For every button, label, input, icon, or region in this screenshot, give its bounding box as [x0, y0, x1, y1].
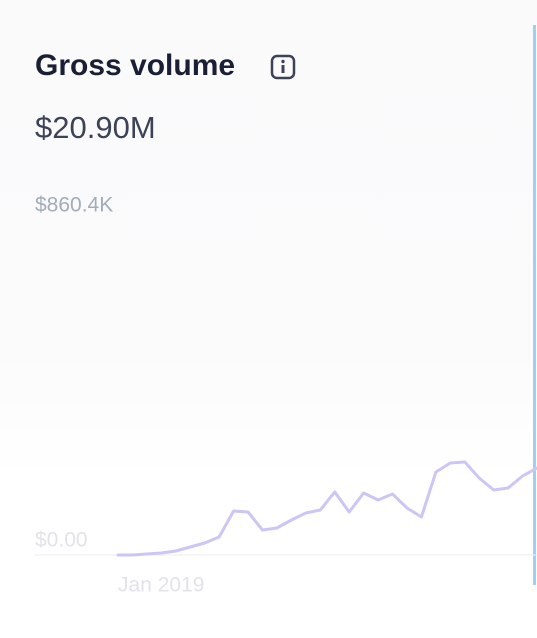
- y-tick-label: $0.00: [35, 529, 88, 552]
- cursor-edge: [533, 25, 536, 585]
- x-tick-label: Jan 2019: [118, 574, 204, 597]
- chart-title: Gross volume: [35, 49, 235, 82]
- info-icon[interactable]: [270, 54, 296, 80]
- line-series: [116, 460, 537, 557]
- total-value: $20.90M: [35, 110, 156, 145]
- y-tick-label: $860.4K: [35, 194, 113, 217]
